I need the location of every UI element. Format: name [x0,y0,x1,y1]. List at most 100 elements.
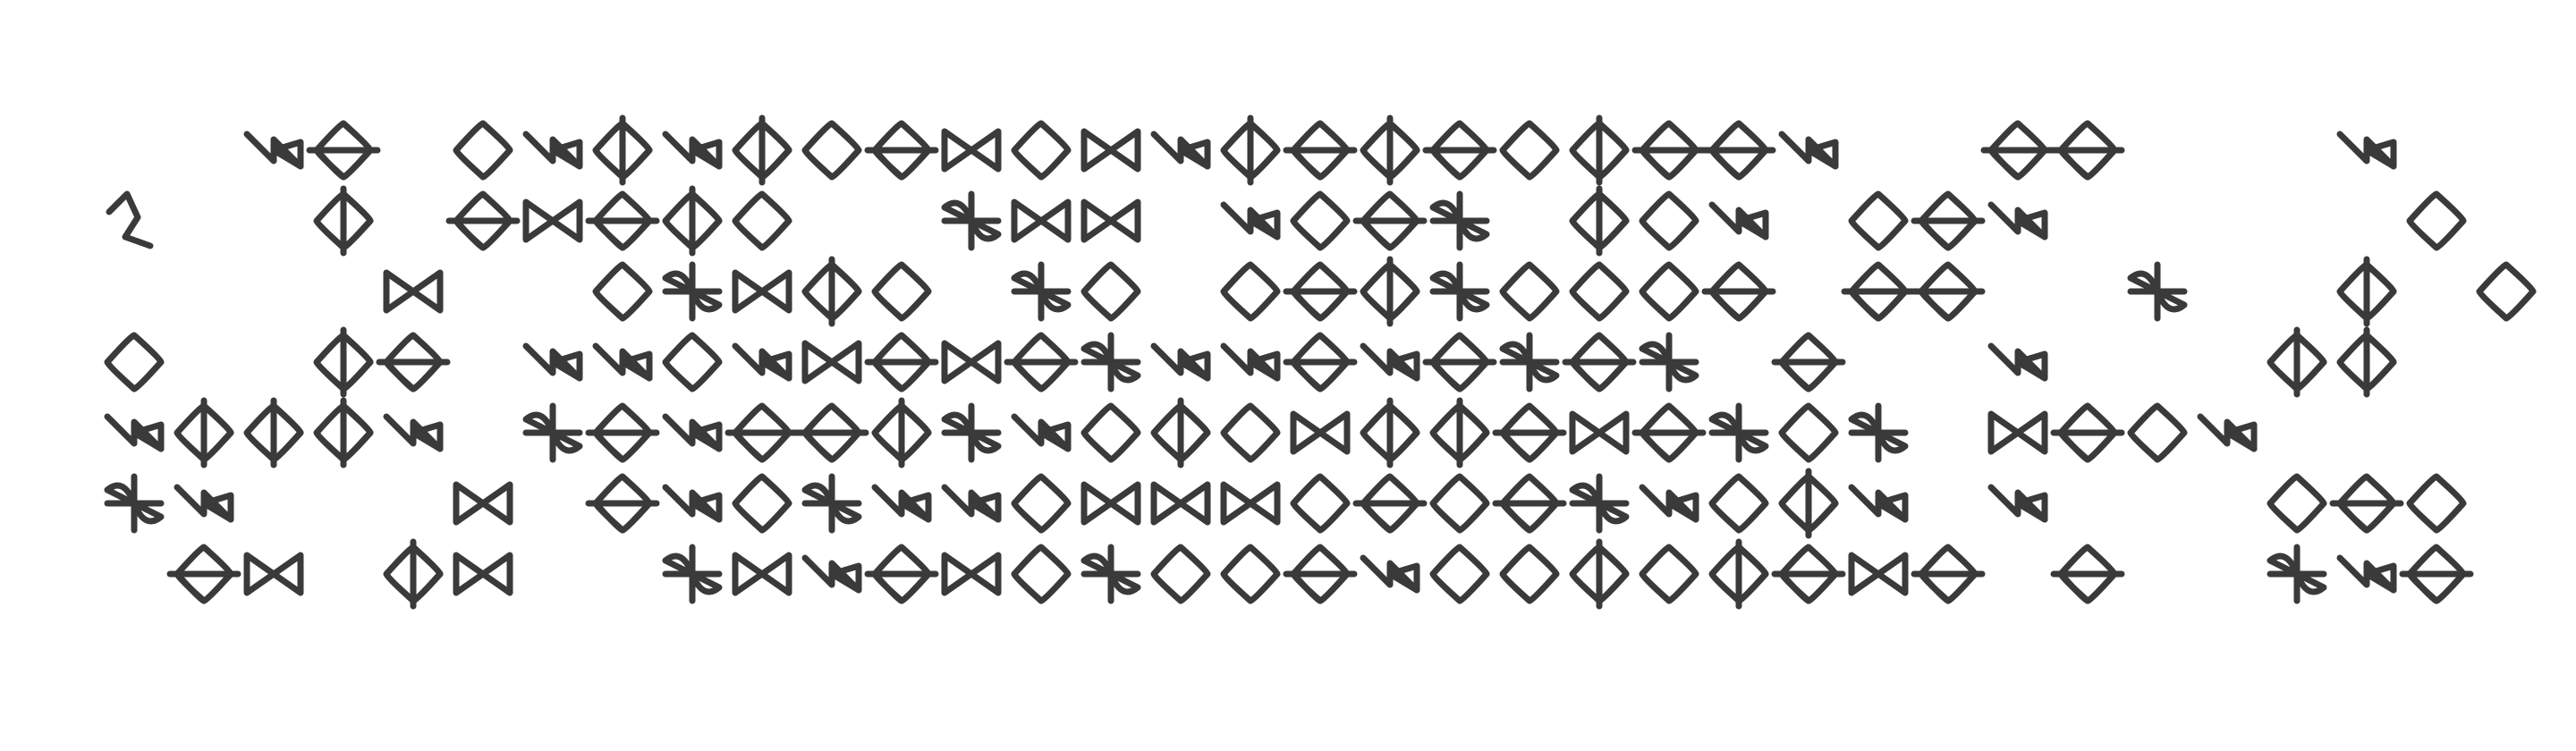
glyph-mark [1499,332,1560,392]
glyph-mark [2399,544,2474,604]
glyph-mark [662,544,723,604]
glyph-mark [1422,120,1497,181]
glyph-mark [794,402,869,463]
glyph-mark [1987,201,2048,240]
glyph-mark [1841,261,1916,322]
glyph-mark [1569,473,1630,534]
glyph-mark [306,120,381,181]
glyph-mark [1080,332,1141,392]
glyph-mark [2336,326,2397,398]
glyph-mark [1987,410,2048,455]
glyph-mark [662,261,723,322]
glyph-mark [313,326,374,398]
glyph-mark [1150,481,1211,526]
glyph-mark [732,269,792,314]
glyph-mark [383,538,444,610]
glyph-mark [662,131,723,170]
glyph-mark [313,397,374,468]
glyph-mark [1778,131,1839,170]
glyph-mark [2406,473,2467,534]
glyph-mark [585,402,660,463]
glyph-mark [1080,261,1141,322]
glyph-mark [1429,544,1490,604]
glyph-mark [585,190,660,251]
glyph-mark [1360,114,1420,186]
glyph-mark [1639,190,1699,251]
glyph-mark [2336,131,2397,170]
glyph-mark [864,332,939,392]
glyph-mark [453,552,513,596]
glyph-mark [1283,261,1358,322]
glyph-mark [1011,261,1072,322]
glyph-mark [445,190,521,251]
glyph-mark [1352,473,1428,534]
glyph-mark [104,413,165,452]
glyph-mark [1220,481,1281,526]
glyph-mark [2127,261,2188,322]
glyph-mark [662,332,723,392]
glyph-mark [1429,473,1490,534]
glyph-mark [1569,114,1630,186]
glyph-mark [243,131,304,170]
glyph-mark [1639,544,1699,604]
glyph-mark [662,185,723,257]
glyph-mark [1150,342,1211,382]
glyph-mark [592,261,653,322]
glyph-mark [801,120,862,181]
glyph-mark [1360,554,1420,594]
glyph-mark [1708,538,1769,610]
glyph-mark [1080,481,1141,526]
glyph-mark [732,342,792,382]
glyph-mark [871,484,932,523]
glyph-mark [2050,120,2125,181]
glyph-mark [1290,410,1351,455]
glyph-mark [2197,413,2258,452]
glyph-mark [166,544,242,604]
glyph-mark [1011,473,1072,534]
glyph-mark [2329,473,2404,534]
glyph-mark [1290,190,1351,251]
glyph-mark [732,552,792,596]
glyph-mark [1499,261,1560,322]
glyph-mark [592,114,653,186]
glyph-mark [1569,538,1630,610]
glyph-mark [1011,120,1072,181]
glyph-mark [2336,554,2397,594]
glyph-mark [662,484,723,523]
glyph-mark [1708,402,1769,463]
glyph-mark [801,473,862,534]
glyph-mark [1708,473,1769,534]
glyph-mark [1283,332,1358,392]
glyph-mark [2336,256,2397,327]
glyph-mark [871,397,932,468]
glyph-mark [1080,128,1141,173]
glyph-mark [1631,120,1707,181]
glyph-mark [1360,342,1420,382]
glyph-mark [732,114,792,186]
glyph-mark [1631,402,1707,463]
glyph-mark [1848,552,1909,596]
glyph-mark [2406,190,2467,251]
glyph-mark [801,554,862,594]
glyph-mark [1987,484,2048,523]
glyph-mark [732,473,792,534]
glyph-mark [383,413,444,452]
glyph-mark [801,256,862,327]
glyph-mark [1220,342,1281,382]
glyph-mark [871,261,932,322]
glyph-mark [1429,190,1490,251]
glyph-mark [1220,544,1281,604]
glyph-mark [1701,120,1776,181]
glyph-mark [941,484,1002,523]
glyph-mark [941,552,1002,596]
glyph-mark [1492,473,1567,534]
glyph-mark [1220,114,1281,186]
glyph-mark [1701,261,1776,322]
glyph-mark [1429,261,1490,322]
glyph-mark [1150,131,1211,170]
glyph-mark [1848,402,1909,463]
glyph-mark [1562,332,1637,392]
glyph-mark [1499,120,1560,181]
glyph-mark [1004,332,1079,392]
glyph-mark [1352,190,1428,251]
